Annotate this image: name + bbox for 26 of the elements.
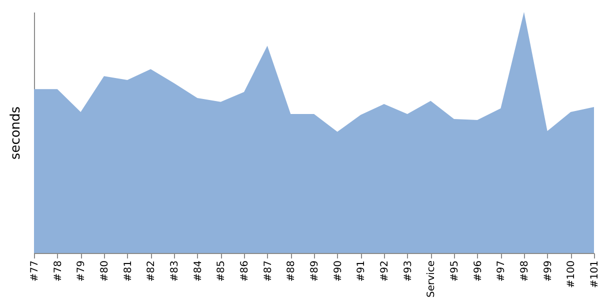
x-tick-label: #97 <box>496 260 508 282</box>
x-tick-label: #91 <box>356 260 368 282</box>
x-tick-label: #100 <box>566 260 578 288</box>
x-tick-label: #77 <box>30 260 40 282</box>
x-tick-label: #95 <box>450 260 460 282</box>
x-tick-label: #84 <box>192 260 204 282</box>
x-tick-label: #90 <box>332 260 344 282</box>
x-tick-label: #101 <box>590 260 600 288</box>
x-tick-label: #83 <box>170 260 180 282</box>
x-tick-label: #93 <box>402 260 414 282</box>
x-tick-label: #86 <box>240 260 250 282</box>
x-tick-label: #88 <box>286 260 298 282</box>
x-tick-label: #96 <box>472 260 484 282</box>
y-axis-title: seconds <box>8 106 24 160</box>
x-tick-label: #87 <box>262 260 274 282</box>
x-tick-label: #79 <box>76 260 88 282</box>
x-tick-label: Service <box>426 260 438 298</box>
x-tick-label: #99 <box>542 260 554 282</box>
x-tick-label: #85 <box>216 260 228 282</box>
x-tick-label: #89 <box>310 260 320 282</box>
x-tick-label: #78 <box>52 260 64 282</box>
x-tick-label: #82 <box>146 260 158 282</box>
x-tick-label: #81 <box>122 260 134 282</box>
x-tick-label: #80 <box>100 260 110 282</box>
x-tick-label: #92 <box>380 260 390 282</box>
x-tick-label: #98 <box>520 260 530 282</box>
